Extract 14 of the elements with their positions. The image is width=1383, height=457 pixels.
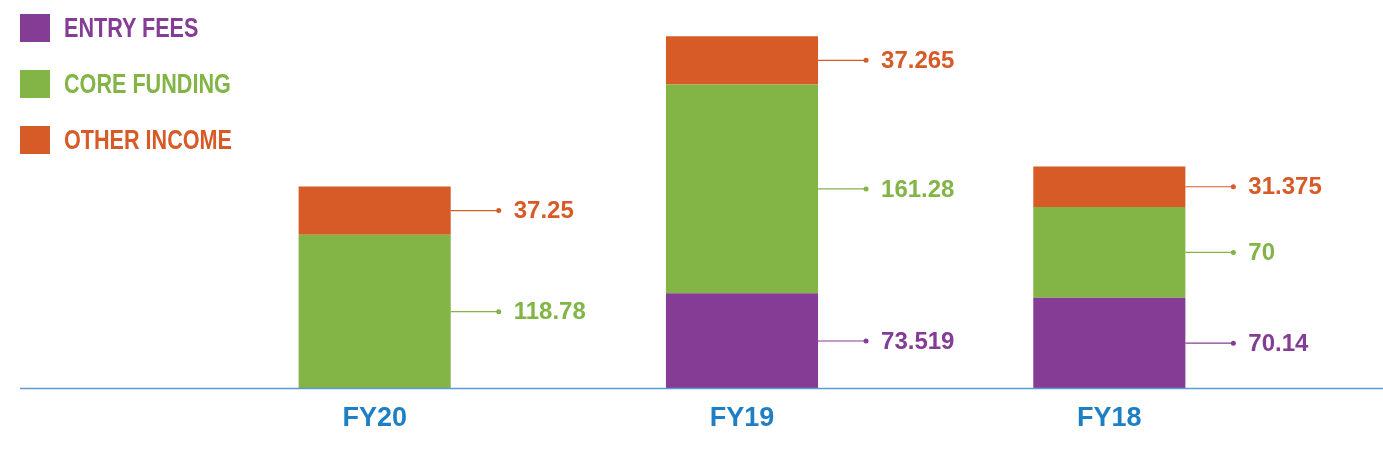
data-label: 37.265 [881,45,955,73]
data-label: 118.78 [513,297,586,325]
legend-label: CORE FUNDING [64,68,231,100]
x-tick-label: FY19 [709,402,775,433]
data-label: 161.28 [881,174,955,202]
data-label: 70.14 [1248,328,1310,356]
data-label: 37.25 [513,196,574,224]
x-tick-label: FY18 [1077,402,1142,433]
data-label: 73.519 [881,326,955,354]
legend-label: OTHER INCOME [64,124,233,156]
data-label: 31.375 [1248,172,1322,200]
data-label: 70 [1248,238,1276,266]
x-tick-label: FY20 [342,402,407,433]
legend-label: ENTRY FEES [64,12,199,44]
